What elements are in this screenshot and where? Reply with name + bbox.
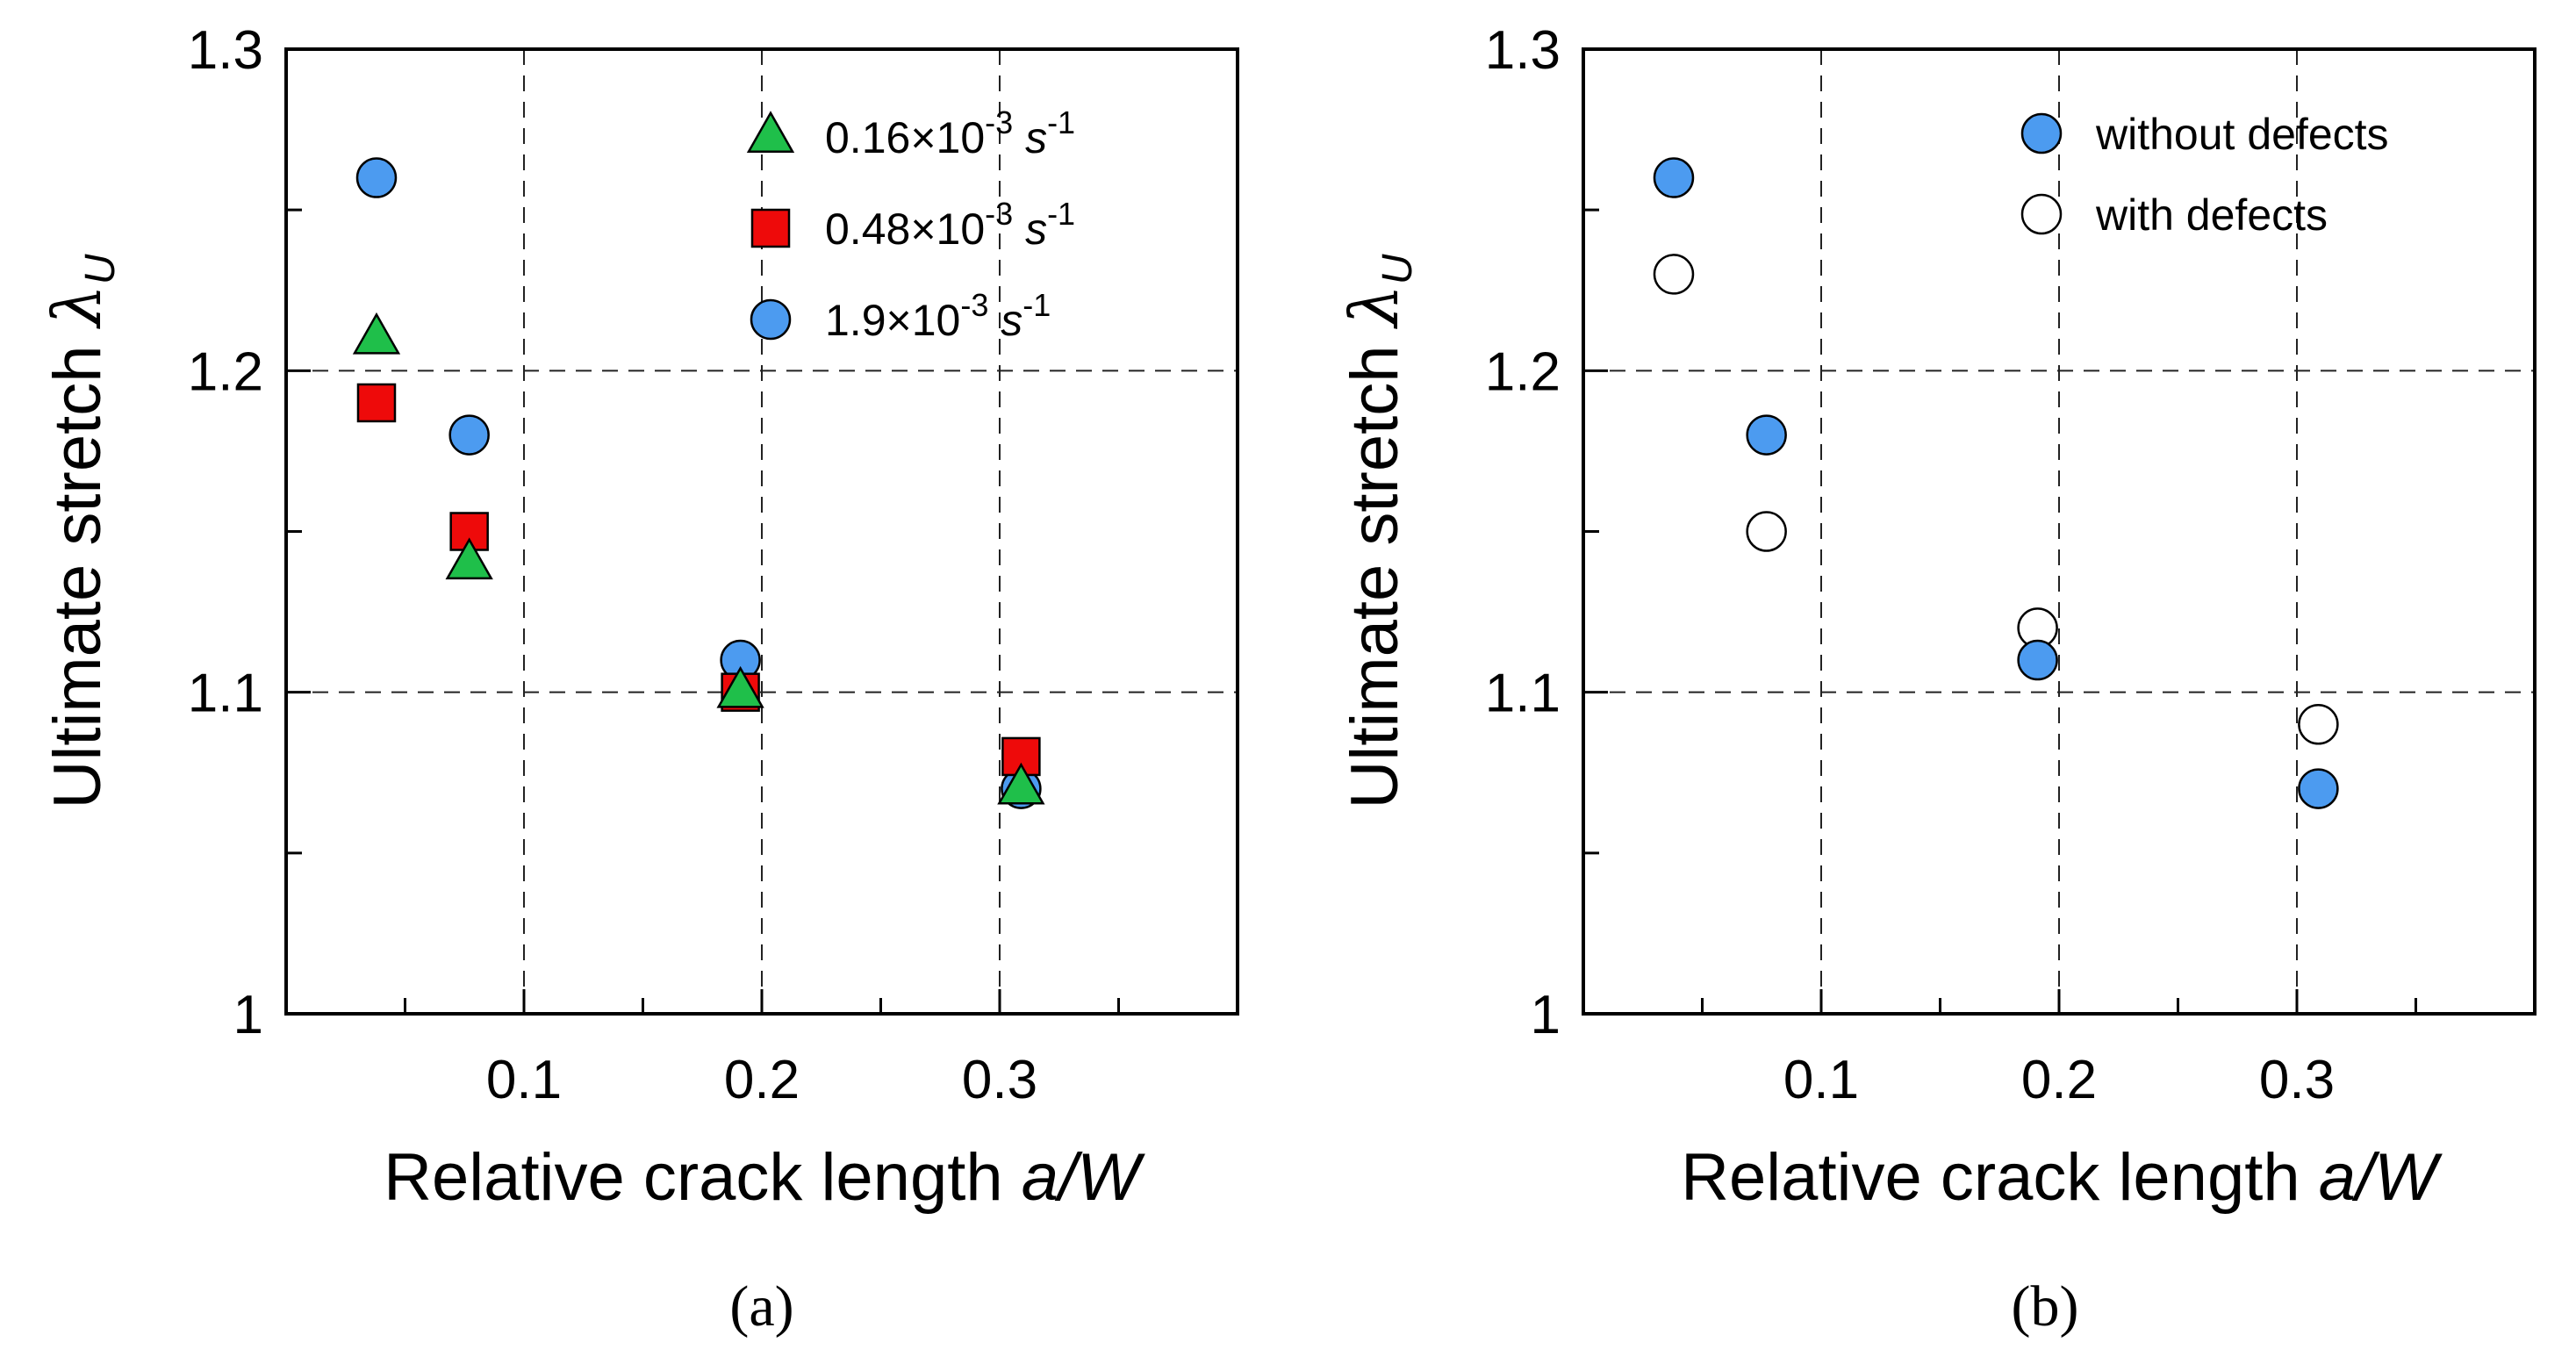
x-tick-label: 0.3 bbox=[2259, 1050, 2335, 1110]
data-point bbox=[445, 537, 493, 580]
data-point bbox=[2298, 768, 2339, 809]
panel-caption: (a) bbox=[729, 1274, 793, 1339]
y-tick-label: 1.3 bbox=[188, 20, 263, 81]
plot-frame bbox=[284, 47, 1239, 1016]
axis-ticks bbox=[286, 208, 1120, 1014]
y-tick-label: 1.1 bbox=[1485, 664, 1561, 724]
x-tick-label: 0.3 bbox=[962, 1050, 1037, 1110]
panel-caption: (b) bbox=[2012, 1274, 2079, 1339]
x-tick-label: 0.2 bbox=[724, 1050, 800, 1110]
data-point bbox=[2017, 639, 2058, 681]
y-axis-label: Ultimate stretch λU bbox=[1335, 254, 1421, 808]
legend-marker bbox=[2020, 112, 2063, 154]
x-tick-label: 0.1 bbox=[1783, 1050, 1859, 1110]
data-point bbox=[352, 312, 401, 355]
gridlines bbox=[1583, 49, 2535, 1014]
data-point bbox=[355, 157, 398, 198]
series-1 bbox=[1653, 254, 2339, 745]
y-axis-label: Ultimate stretch λU bbox=[38, 254, 124, 808]
series-2 bbox=[355, 157, 1042, 809]
x-tick-label: 0.1 bbox=[486, 1050, 562, 1110]
data-point bbox=[356, 383, 397, 423]
legend-label: 0.48×10-3 s-1 bbox=[825, 196, 1075, 254]
x-axis-label: Relative crack length a/W bbox=[1681, 1140, 2443, 1215]
y-tick-label: 1 bbox=[1531, 985, 1561, 1045]
chart-panel-a: 0.1 0.2 0.3 1 1.1 1.2 1.3 Relative crack length… bbox=[38, 20, 1239, 1339]
data-point bbox=[2298, 704, 2339, 745]
series-0 bbox=[1653, 157, 2339, 809]
legend-marker bbox=[2020, 193, 2063, 235]
y-tick-label: 1.3 bbox=[1485, 20, 1561, 81]
gridlines bbox=[286, 49, 1238, 1014]
x-tick-label: 0.2 bbox=[2021, 1050, 2097, 1110]
legend-marker bbox=[750, 208, 791, 248]
legend: without defects with defects bbox=[2020, 110, 2389, 240]
data-point bbox=[1746, 511, 1787, 552]
y-tick-label: 1.2 bbox=[188, 341, 263, 402]
legend: 0.16×10-3 s-1 0.48×10-3 s-1 1.9×10-3 s-1 bbox=[746, 104, 1075, 345]
legend-marker bbox=[750, 298, 792, 341]
chart-panel-b: 0.1 0.2 0.3 1 1.1 1.2 1.3 Relative crack length… bbox=[1335, 20, 2537, 1339]
axis-ticks bbox=[1583, 208, 2417, 1014]
data-point bbox=[716, 665, 764, 708]
data-point bbox=[1653, 254, 1695, 295]
legend-label: without defects bbox=[2095, 110, 2389, 159]
legend-label: 0.16×10-3 s-1 bbox=[825, 104, 1075, 162]
legend-label: 1.9×10-3 s-1 bbox=[825, 287, 1051, 345]
y-tick-label: 1 bbox=[233, 985, 263, 1045]
plot-frame bbox=[1582, 47, 2537, 1016]
x-axis-label: Relative crack length a/W bbox=[384, 1140, 1145, 1215]
series-0 bbox=[352, 312, 1045, 805]
data-point bbox=[448, 414, 490, 456]
data-point bbox=[997, 762, 1045, 805]
legend-label: with defects bbox=[2095, 190, 2328, 240]
data-point bbox=[1653, 157, 1695, 198]
data-point bbox=[1746, 414, 1787, 456]
y-tick-label: 1.2 bbox=[1485, 341, 1561, 402]
legend-marker bbox=[746, 111, 795, 153]
y-tick-label: 1.1 bbox=[188, 664, 263, 724]
